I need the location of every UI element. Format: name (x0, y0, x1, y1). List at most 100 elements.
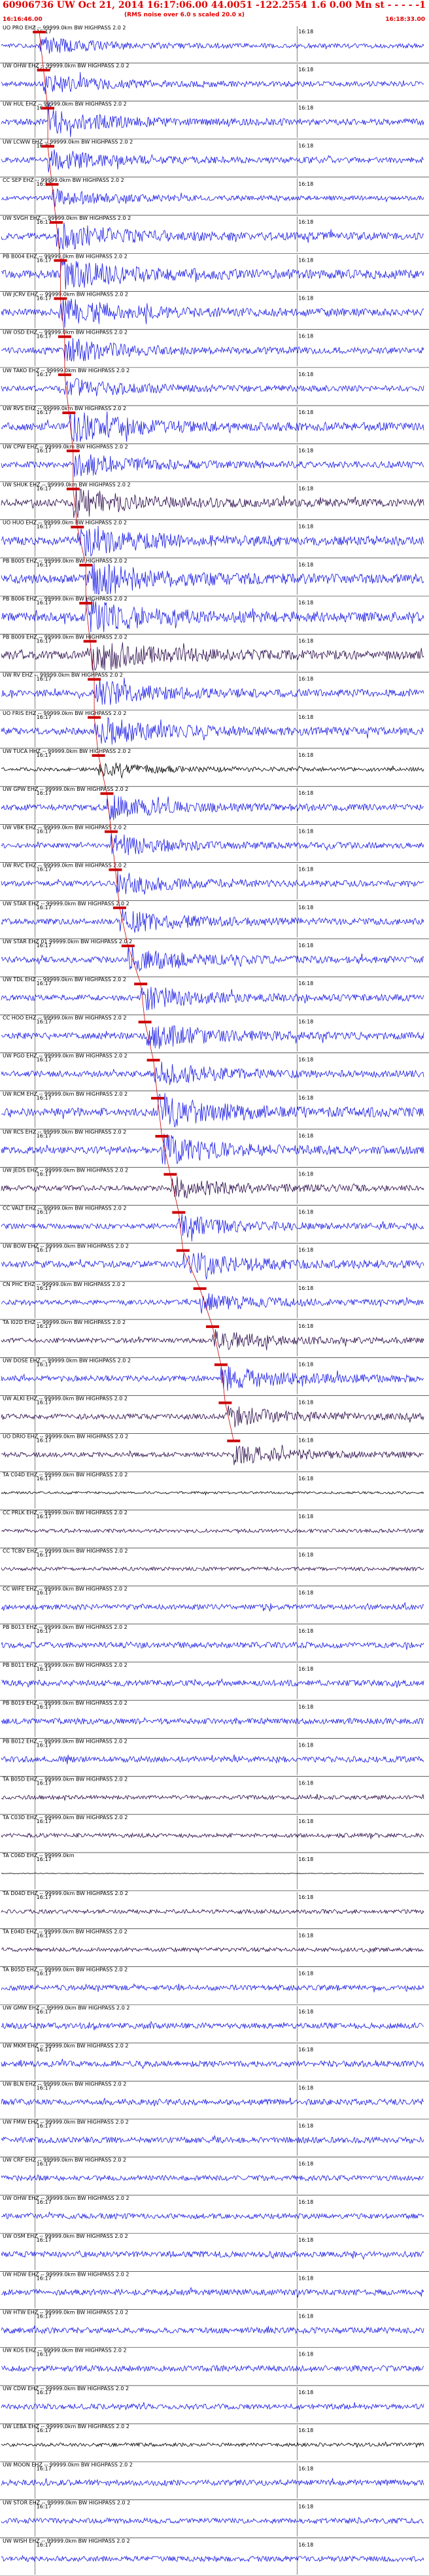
station-label: PB B006 EHZ -- 99999.0km BW HIGHPASS 2.0… (3, 596, 128, 602)
station-label: UW JCRV EHZ -- 99999.0km BW HIGHPASS 2.0… (3, 291, 128, 297)
tick-label: 16:18 (298, 1323, 313, 1329)
station-trace-group: 16:17 16:18 CC PRLK EHZ -- 99999.0km BW HI… (0, 1510, 429, 1548)
waveform (1, 2059, 424, 2070)
station-trace-group: 16:17 16:18 PB B013 EHZ -- 99999.0km BW HI… (0, 1624, 429, 1663)
tick-label: 16:17 (37, 524, 52, 530)
tick-label: 16:17 (37, 2199, 52, 2205)
station-label: UW OSD EHZ -- 99999.0km BW HIGHPASS 2.0 … (3, 330, 128, 336)
tick-label: 16:18 (298, 447, 313, 453)
station-label: TA C06D EHZ -- 99999.0km (2, 1853, 75, 1858)
tick-label: 16:18 (298, 295, 313, 301)
station-trace-group: 16:17 16:18 UW TAKO EHZ -- 99999.0km BW HI… (0, 368, 429, 406)
station-trace-group: 16:17 16:18 TA C06D EHZ -- 99999.0km (0, 1853, 429, 1891)
tick-label: 16:18 (298, 219, 313, 225)
station-trace-group: 16:17 16:18 TA C03D EHZ -- 99999.0km BW HI… (0, 1815, 429, 1853)
station-label: UW PGO EHZ -- 99999.0km BW HIGHPASS 2.0 … (3, 1053, 128, 1059)
station-label: UW KOS EHZ -- 99999.0km BW HIGHPASS 2.0 … (3, 2348, 127, 2354)
tick-label: 16:17 (37, 600, 52, 606)
waveform (1, 642, 424, 671)
tick-label: 16:18 (298, 105, 313, 111)
station-label: UW JEDS EHZ -- 99999.0km BW HIGHPASS 2.0… (3, 1167, 128, 1173)
station-label: CC HOO EHZ -- 99999.0km BW HIGHPASS 2.0 … (3, 1015, 126, 1020)
station-label: TA I02D EHZ -- 99999.0km BW HIGHPASS 2.0… (2, 1319, 126, 1325)
tick-label: 16:17 (37, 1323, 52, 1329)
station-label: UW HDW EHZ -- 99999.0km BW HIGHPASS 2.0 … (3, 2271, 129, 2277)
station-trace-group: 16:17 16:18 UW OSM EHZ -- 99999.0km BW HIG… (0, 2233, 429, 2272)
station-label: UW VBK EHZ -- 99999.0km BW HIGHPASS 2.0 … (3, 824, 127, 830)
tick-label: 16:17 (37, 447, 52, 453)
tick-label: 16:18 (298, 905, 313, 911)
station-trace-group: 16:17 16:18 UW WISH EHZ -- 99999.0km BW HI… (0, 2538, 429, 2576)
station-trace-group: 16:17 16:18 CC TCBV EHZ -- 99999.0km BW HI… (0, 1548, 429, 1586)
station-label: CC WIFE EHZ -- 99999.0km BW HIGHPASS 2.0… (3, 1586, 128, 1592)
tick-label: 16:17 (37, 1666, 52, 1672)
station-trace-group: 16:17 16:18 UO FRIS EHZ -- 99999.0km BW HI… (0, 710, 429, 749)
station-label: UW CDW EHZ -- 99999.0km BW HIGHPASS 2.0 … (3, 2386, 129, 2392)
tick-label: 16:17 (37, 1247, 52, 1253)
tick-label: 16:17 (37, 867, 52, 873)
tick-label: 16:17 (37, 1971, 52, 1977)
station-label: UW BOW EHZ -- 99999.0km BW HIGHPASS 2.0 … (3, 1244, 129, 1249)
tick-label: 16:18 (298, 2161, 313, 2167)
tick-label: 16:17 (37, 1209, 52, 1215)
station-label: TA B05D EHZ -- 99999.0km BW HIGHPASS 2.0… (2, 1967, 128, 1973)
tick-label: 16:17 (37, 257, 52, 263)
waveform (1, 525, 424, 557)
tick-label: 16:17 (37, 2275, 52, 2281)
station-label: UW BLN EHZ -- 99999.0km BW HIGHPASS 2.0 … (3, 2081, 126, 2087)
tick-label: 16:18 (298, 1894, 313, 1900)
tick-label: 16:17 (37, 1590, 52, 1596)
waveform (1, 2325, 424, 2335)
tick-label: 16:17 (37, 752, 52, 758)
tick-label: 16:18 (298, 828, 313, 834)
station-label: UW MKM EHZ -- 99999.0km BW HIGHPASS 2.0 … (3, 2043, 128, 2049)
tick-label: 16:17 (37, 2123, 52, 2129)
tick-label: 16:17 (37, 828, 52, 834)
tick-label: 16:18 (298, 257, 313, 263)
tick-label: 16:17 (37, 1742, 52, 1748)
station-label: PB B009 EHZ -- 99999.0km BW HIGHPASS 2.0… (3, 634, 128, 640)
station-trace-group: 16:17 16:18 UW CRF EHZ -- 99999.0km BW HIG… (0, 2157, 429, 2196)
tick-label: 16:17 (37, 1057, 52, 1063)
tick-label: 16:17 (37, 981, 52, 986)
station-label: UW RCM EHZ -- 99999.0km BW HIGHPASS 2.0 … (3, 1091, 128, 1097)
tick-label: 16:17 (37, 943, 52, 949)
waveform (1, 1566, 424, 1572)
tick-label: 16:18 (298, 372, 313, 377)
waveform (1, 2364, 424, 2373)
waveform (1, 677, 424, 705)
waveform (1, 947, 424, 972)
station-label: TA C04D EHZ -- 99999.0km BW HIGHPASS 2.0… (2, 1472, 128, 1478)
station-trace-group: 16:17 16:18 PB B006 EHZ -- 99999.0km BW HI… (0, 596, 429, 635)
tick-label: 16:18 (298, 1171, 313, 1177)
waveform (1, 2402, 424, 2411)
waveform (1, 1908, 424, 1915)
station-trace-group: 16:17 16:18 UW RCS EHZ -- 99999.0km BW HIG… (0, 1129, 429, 1168)
station-trace-group: 16:17 16:18 UW STAR EHZ 01 99999.0km BW HI… (0, 939, 429, 977)
station-label: UW OSM EHZ -- 99999.0km BW HIGHPASS 2.0 … (3, 2233, 128, 2239)
station-label: UW TDL EHZ -- 99999.0km BW HIGHPASS 2.0 … (3, 977, 126, 983)
pick-marker (227, 1439, 241, 1442)
waveform (1, 598, 424, 633)
tick-label: 16:17 (37, 2542, 52, 2548)
station-trace-group: 16:17 16:18 CN PHC EHZ -- 99999.0km BW HIG… (0, 1281, 429, 1320)
station-label: TA B05D EHZ -- 99999.0km BW HIGHPASS 2.0… (2, 1777, 128, 1783)
waveform (1, 258, 424, 290)
tick-label: 16:18 (298, 638, 313, 644)
waveform (1, 2174, 424, 2182)
waveform (1, 563, 424, 595)
station-trace-group: 16:17 16:18 UW CDW EHZ -- 99999.0km BW HIG… (0, 2386, 429, 2424)
tick-label: 16:17 (37, 409, 52, 415)
tick-label: 16:18 (298, 486, 313, 492)
station-label: TA E04D EHZ -- 99999.0km BW HIGHPASS 2.0… (2, 1928, 128, 1934)
waveform (1, 1946, 424, 1953)
tick-label: 16:17 (37, 905, 52, 911)
station-trace-group: 16:17 16:18 CC VALT EHZ -- 99999.0km BW HI… (0, 1205, 429, 1244)
waveform (1, 1405, 424, 1427)
tick-label: 16:18 (298, 1285, 313, 1291)
station-label: PB B012 EHZ -- 99999.0km BW HIGHPASS 2.0… (3, 1738, 128, 1744)
tick-label: 16:17 (37, 1628, 52, 1634)
tick-label: 16:18 (298, 1247, 313, 1253)
waveform (1, 1444, 424, 1465)
